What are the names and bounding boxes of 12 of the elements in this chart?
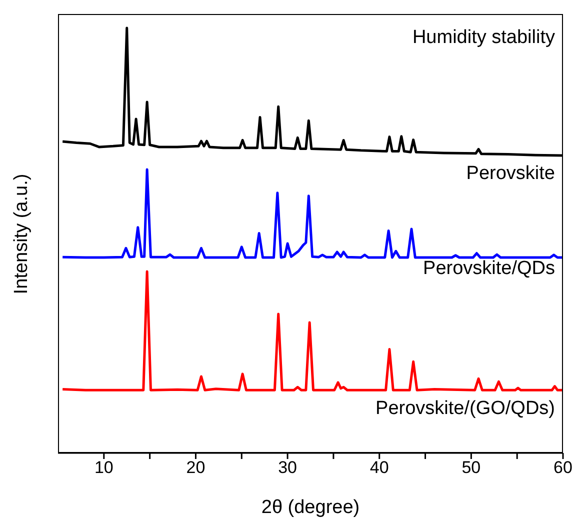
annotation: Perovskite/QDs	[423, 258, 555, 280]
x-tick-label: 60	[554, 458, 572, 478]
x-tick-label: 20	[186, 458, 206, 478]
y-axis-title: Intensity (a.u.)	[11, 173, 33, 294]
x-tick-label: 10	[94, 458, 114, 478]
x-tick-label: 50	[462, 458, 481, 478]
annotation: Humidity stability	[412, 27, 555, 50]
x-axis-title: 2θ (degree)	[261, 497, 360, 518]
annotation: Perovskite	[466, 163, 555, 186]
x-tick-label: 30	[278, 458, 298, 478]
x-tick-label: 40	[370, 458, 389, 478]
annotation: Perovskite/(GO/QDs)	[376, 398, 555, 420]
